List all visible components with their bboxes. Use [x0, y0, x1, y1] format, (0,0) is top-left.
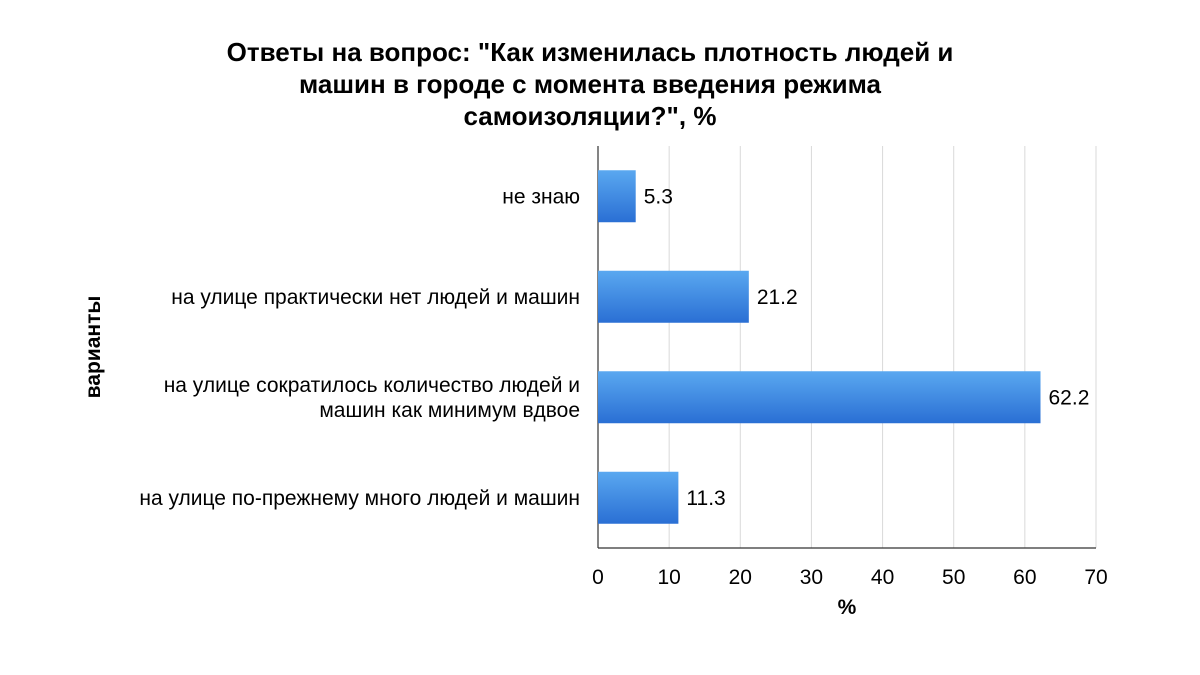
bar — [598, 270, 749, 323]
x-axis-title: % — [838, 596, 857, 619]
chart-title-line: Ответы на вопрос: "Как изменилась плотно… — [226, 37, 954, 67]
x-tick-label: 50 — [942, 566, 965, 589]
x-tick-label: 60 — [1013, 566, 1036, 589]
value-label: 21.2 — [757, 286, 798, 309]
category-label: не знаю — [502, 185, 580, 208]
x-tick-label: 10 — [657, 566, 680, 589]
value-label: 62.2 — [1049, 386, 1090, 409]
chart-title-line: машин в городе с момента введения режима — [299, 69, 881, 99]
category-label: на улице по-прежнему много людей и машин — [139, 487, 580, 510]
labels: 0 10 20 30 40 50 60 70 5.3 не знаю 21.2 на улице пр… — [139, 185, 1107, 589]
x-tick-label: 0 — [592, 566, 604, 589]
bar — [598, 170, 636, 223]
bar — [598, 471, 679, 524]
y-axis-title: варианты — [82, 296, 105, 399]
bar — [598, 371, 1041, 424]
x-tick-label: 20 — [729, 566, 752, 589]
value-label: 11.3 — [686, 487, 725, 510]
x-tick-label: 70 — [1084, 566, 1107, 589]
x-tick-label: 30 — [800, 566, 823, 589]
bars — [598, 170, 1041, 524]
x-tick-label: 40 — [871, 566, 894, 589]
chart-title-line: самоизоляции?", % — [463, 101, 717, 131]
value-label: 5.3 — [644, 185, 673, 208]
chart-title: Ответы на вопрос: "Как изменилась плотно… — [150, 36, 1030, 132]
category-label: на улице практически нет людей и машин — [171, 286, 580, 309]
